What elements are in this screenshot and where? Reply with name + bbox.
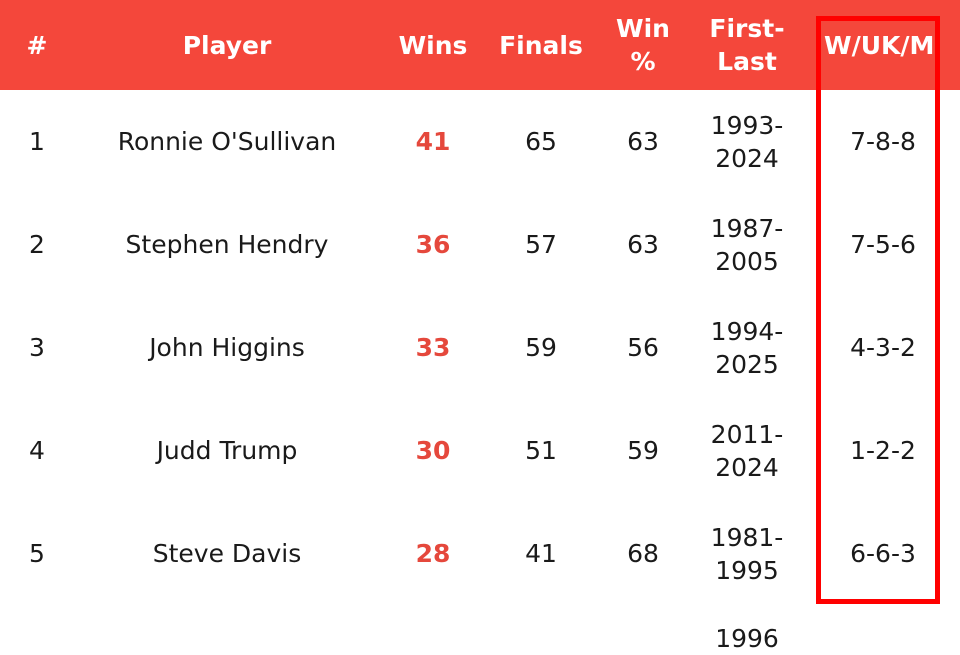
cell-first-last: 1981- 1995 [710, 522, 784, 585]
cell-wins: 30 [415, 436, 451, 465]
cell-w-uk-m-text: 4-3-2 [850, 333, 916, 362]
cell-win-percent: 59 [627, 436, 659, 465]
table-row: 2 Stephen Hendry 36 57 63 1987- 2005 7-5-6 [0, 193, 960, 296]
cell-player: John Higgins [149, 333, 305, 362]
header-finals[interactable]: Finals [499, 30, 583, 60]
cell-finals: 51 [525, 436, 557, 465]
cell-rank: 1 [29, 127, 45, 156]
cell-win-percent: 63 [627, 230, 659, 259]
cell-player: Stephen Hendry [125, 230, 329, 259]
cell-first-last: 1993- 2024 [710, 110, 784, 173]
table-row: 1 Ronnie O'Sullivan 41 65 63 1993- 2024 7-8-8 [0, 90, 960, 193]
header-wins[interactable]: Wins [398, 30, 468, 60]
table-row: 4 Judd Trump 30 51 59 2011- 2024 1-2-2 [0, 399, 960, 502]
cell-w-uk-m-text: 7-5-6 [850, 230, 916, 259]
cell-rank: 4 [29, 436, 45, 465]
cell-w-uk-m: 6-6-3 [826, 502, 940, 605]
cell-rank: 2 [29, 230, 45, 259]
cell-win-percent: 68 [627, 539, 659, 568]
table-row: 3 John Higgins 33 59 56 1994- 2025 4-3-2 [0, 296, 960, 399]
cell-w-uk-m-text: 7-8-8 [850, 127, 916, 156]
cell-wins: 36 [415, 230, 451, 259]
cell-wins: 28 [415, 539, 451, 568]
header-first-last[interactable]: First- Last [709, 14, 785, 76]
cell-first-last: 1994- 2025 [710, 316, 784, 379]
cell-rank: 3 [29, 333, 45, 362]
cell-wins: 41 [415, 127, 451, 156]
cell-w-uk-m: 4-3-2 [826, 296, 940, 399]
cell-win-percent: 63 [627, 127, 659, 156]
header-w-uk-m[interactable]: W/UK/M [824, 30, 935, 60]
cell-finals: 65 [525, 127, 557, 156]
cell-wins: 33 [415, 333, 451, 362]
cell-first-last: 1987- 2005 [710, 213, 784, 276]
cell-w-uk-m: 7-5-6 [826, 193, 940, 296]
cell-win-percent: 56 [627, 333, 659, 362]
table-row: 5 Steve Davis 28 41 68 1981- 1995 6-6-3 [0, 502, 960, 605]
cell-first-last: 2011- 2024 [710, 419, 784, 482]
cell-w-uk-m-text: 1-2-2 [850, 436, 916, 465]
cell-finals: 41 [525, 539, 557, 568]
cell-w-uk-m: 7-8-8 [826, 90, 940, 193]
header-player[interactable]: Player [182, 30, 272, 60]
header-rank[interactable]: # [26, 30, 48, 60]
cell-finals: 57 [525, 230, 557, 259]
cell-player: Steve Davis [152, 539, 302, 568]
cell-w-uk-m-text: 6-6-3 [850, 539, 916, 568]
header-win-percent[interactable]: Win % [616, 14, 670, 76]
cell-w-uk-m: 1-2-2 [826, 399, 940, 502]
cell-rank: 5 [29, 539, 45, 568]
cell-finals: 59 [525, 333, 557, 362]
cell-player: Ronnie O'Sullivan [117, 127, 337, 156]
table-header: # Player Wins Finals Win % First- Last W… [0, 0, 960, 90]
cell-player: Judd Trump [156, 436, 298, 465]
